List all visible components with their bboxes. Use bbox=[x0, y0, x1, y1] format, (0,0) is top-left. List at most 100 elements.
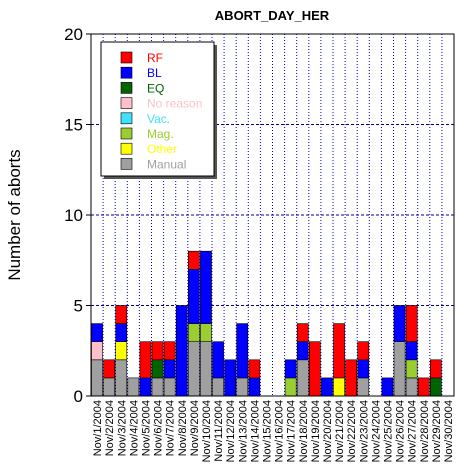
x-tick-label: Nov/1/2004 bbox=[92, 400, 104, 456]
bar-segment-bl bbox=[163, 359, 176, 379]
x-tick-label: Nov/24/2004 bbox=[370, 400, 382, 462]
bar-segment-bl bbox=[405, 341, 418, 361]
bar-segment-eq bbox=[429, 377, 442, 397]
x-tick-label: Nov/25/2004 bbox=[382, 400, 394, 462]
legend-swatch bbox=[120, 142, 133, 155]
x-tick-label: Nov/15/2004 bbox=[261, 400, 273, 462]
legend-label: No reason bbox=[147, 97, 202, 111]
bar-segment-other bbox=[333, 377, 345, 397]
legend-label: RF bbox=[147, 51, 163, 65]
bar-segment-bl bbox=[200, 250, 212, 324]
bar-segment-bl bbox=[357, 359, 370, 379]
bar-segment-rf bbox=[163, 341, 176, 361]
bar-segment-bl bbox=[248, 377, 261, 397]
legend-swatch bbox=[120, 127, 133, 140]
x-tick-label: Nov/18/2004 bbox=[298, 400, 310, 462]
bar-segment-manual bbox=[188, 341, 200, 397]
x-tick-label: Nov/13/2004 bbox=[237, 400, 249, 462]
bar-segment-rf bbox=[429, 359, 442, 379]
x-tick-label: Nov/19/2004 bbox=[310, 400, 322, 462]
x-tick-label: Nov/14/2004 bbox=[249, 400, 261, 462]
x-tick-label: Nov/5/2004 bbox=[140, 400, 152, 456]
x-tick-label: Nov/8/2004 bbox=[177, 400, 189, 456]
bar-segment-manual bbox=[91, 359, 103, 397]
bar-segment-manual bbox=[405, 377, 418, 397]
bar-segment-manual bbox=[127, 377, 140, 397]
legend-label: BL bbox=[147, 66, 162, 80]
x-tick-label: Nov/23/2004 bbox=[358, 400, 370, 462]
x-tick-label: Nov/20/2004 bbox=[322, 400, 334, 462]
bar-segment-bl bbox=[212, 341, 224, 379]
bar-segment-manual bbox=[393, 341, 406, 397]
x-tick-label: Nov/10/2004 bbox=[201, 400, 213, 462]
bar-segment-bl bbox=[393, 305, 406, 343]
bar-segment-bl bbox=[236, 323, 249, 379]
bar-segment-bl bbox=[381, 377, 394, 397]
bar-segment-rf bbox=[139, 341, 152, 379]
legend-label: Mag. bbox=[147, 127, 174, 141]
bar-segment-other bbox=[115, 341, 128, 361]
bar-segment-rf bbox=[417, 377, 430, 397]
y-tick-label: 20 bbox=[64, 25, 83, 44]
x-tick-label: Nov/2/2004 bbox=[104, 400, 116, 456]
bar-segment-manual bbox=[212, 377, 224, 397]
x-tick-label: Nov/28/2004 bbox=[419, 400, 431, 462]
bar-segment-rf bbox=[345, 359, 358, 397]
bar-segment-bl bbox=[224, 359, 237, 397]
bar-segment-rf bbox=[151, 341, 164, 361]
bar-segment-mag bbox=[405, 359, 418, 379]
legend-label: Vac. bbox=[147, 112, 170, 126]
x-tick-label: Nov/21/2004 bbox=[334, 400, 346, 462]
legend-swatch bbox=[120, 51, 133, 64]
bar-segment-manual bbox=[296, 359, 309, 397]
y-tick-label: 15 bbox=[64, 116, 83, 135]
bar-segment-rf bbox=[103, 359, 115, 379]
bar-segment-rf bbox=[248, 359, 261, 379]
bar-segment-rf bbox=[308, 341, 321, 397]
x-tick-labels: Nov/1/2004 Nov/2/2004 Nov/3/2004 Nov/4/2004… bbox=[92, 400, 455, 462]
bar-segment-rf bbox=[115, 305, 128, 324]
x-tick-label: Nov/16/2004 bbox=[274, 400, 286, 462]
bar-segment-rf bbox=[357, 341, 370, 361]
y-tick-labels: 0 5 10 15 20 bbox=[64, 25, 83, 406]
axes-layer bbox=[86, 33, 455, 397]
bars-layer bbox=[91, 250, 442, 397]
legend-swatch bbox=[120, 158, 133, 170]
x-tick-label: Nov/6/2004 bbox=[153, 400, 165, 456]
bar-segment-mag bbox=[200, 323, 212, 343]
x-tick-label: Nov/30/2004 bbox=[443, 400, 455, 462]
y-axis-label: Number of aborts bbox=[5, 149, 24, 280]
x-tick-label: Nov/27/2004 bbox=[407, 400, 419, 462]
x-tick-label: Nov/12/2004 bbox=[225, 400, 237, 462]
bar-segment-manual bbox=[236, 377, 249, 397]
y-tick-label: 0 bbox=[74, 387, 83, 406]
y-tick-label: 10 bbox=[64, 206, 83, 225]
x-tick-label: Nov/29/2004 bbox=[431, 400, 443, 462]
bar-segment-manual bbox=[115, 359, 128, 397]
bar-segment-mag bbox=[188, 323, 200, 343]
legend-label: EQ bbox=[147, 81, 164, 95]
bar-segment-rf bbox=[296, 323, 309, 343]
x-tick-label: Nov/9/2004 bbox=[189, 400, 201, 456]
bar-segment-eq bbox=[151, 359, 164, 379]
bar-segment-bl bbox=[91, 323, 103, 343]
bar-segment-bl bbox=[296, 341, 309, 361]
x-tick-label: Nov/7/2004 bbox=[165, 400, 177, 456]
x-tick-label: Nov/11/2004 bbox=[213, 400, 225, 462]
bar-segment-no-reason bbox=[91, 341, 103, 361]
bar-segment-bl bbox=[115, 323, 128, 343]
legend-box bbox=[100, 41, 215, 177]
bar-segment-bl bbox=[175, 305, 188, 397]
legend-swatch bbox=[120, 112, 133, 125]
bar-segment-manual bbox=[163, 377, 176, 397]
x-tick-label: Nov/3/2004 bbox=[116, 400, 128, 456]
chart-title: ABORT_DAY_HER bbox=[215, 8, 330, 23]
bar-segment-bl bbox=[139, 377, 152, 397]
x-tick-label: Nov/17/2004 bbox=[286, 400, 298, 462]
x-tick-label: Nov/26/2004 bbox=[395, 400, 407, 462]
bar-segment-bl bbox=[188, 268, 200, 324]
bar-segment-bl bbox=[321, 377, 333, 397]
bar-segment-mag bbox=[284, 377, 297, 397]
